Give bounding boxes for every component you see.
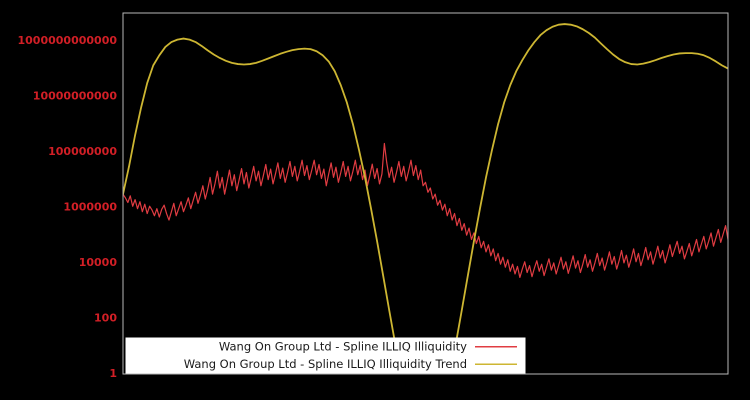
legend[interactable]: Wang On Group Ltd - Spline ILLIQ Illiqui… (125, 337, 526, 374)
y-axis-tick-label: 10000 (79, 256, 118, 269)
y-axis-tick-label: 1 (109, 367, 117, 380)
y-axis-tick-label: 1000000 (63, 200, 117, 213)
y-axis-tick-labels: 1 100 10000 1000000 100000000 10000000000 1000… (18, 34, 118, 380)
plot-clip-group (123, 23, 728, 374)
series-line-illiquidity-trend (123, 23, 728, 374)
plot-frame (122, 12, 729, 375)
legend-entry-label: Wang On Group Ltd - Spline ILLIQ Illiqui… (219, 339, 467, 353)
y-axis-tick-label: 100 (94, 311, 117, 324)
legend-background (125, 337, 526, 374)
y-axis-tick-label: 1000000000000 (18, 34, 118, 47)
y-axis-tick-label: 100000000 (48, 145, 117, 158)
legend-entries: Wang On Group Ltd - Spline ILLIQ Illiqui… (184, 339, 517, 371)
y-axis-tick-label: 10000000000 (33, 89, 118, 102)
series-line-illiquidity (123, 142, 728, 279)
legend-entry-label: Wang On Group Ltd - Spline ILLIQ Illiqui… (184, 357, 467, 371)
